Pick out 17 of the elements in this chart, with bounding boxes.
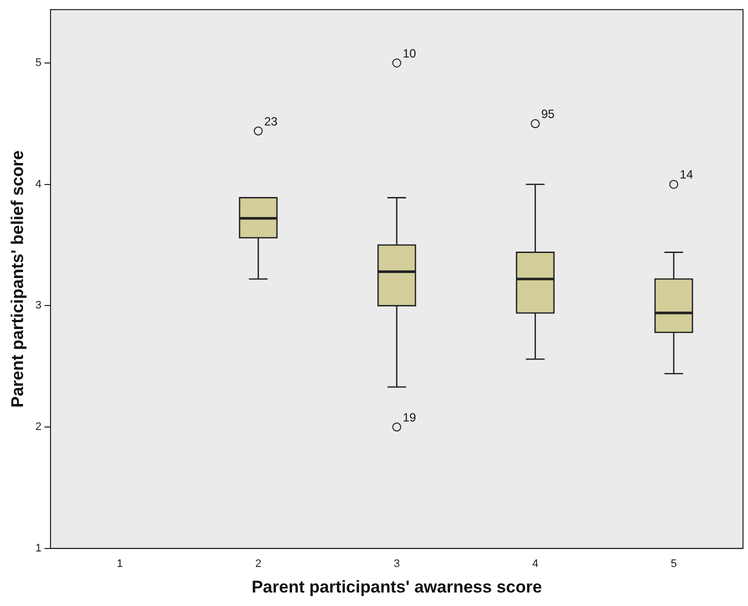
x-tick-label: 3	[394, 558, 400, 570]
annotation: 19	[402, 410, 416, 424]
x-tick-label: 2	[255, 558, 262, 570]
x-axis-title: Parent participants' awarness score	[252, 577, 542, 596]
y-tick-label: 2	[35, 421, 42, 434]
y-tick-label: 5	[35, 57, 42, 70]
annotation: 23	[264, 114, 278, 128]
x-tick-label: 1	[116, 558, 123, 570]
x-tick-label: 5	[670, 558, 677, 570]
annotation: 14	[680, 168, 694, 182]
y-tick-label: 1	[35, 542, 42, 554]
annotation: 10	[402, 46, 416, 60]
y-axis-title: Parent participants' belief score	[8, 150, 27, 408]
annotation: 95	[541, 106, 555, 121]
y-tick-label: 4	[35, 178, 42, 190]
x-tick-label: 4	[532, 558, 538, 570]
y-tick-label: 3	[35, 300, 42, 312]
